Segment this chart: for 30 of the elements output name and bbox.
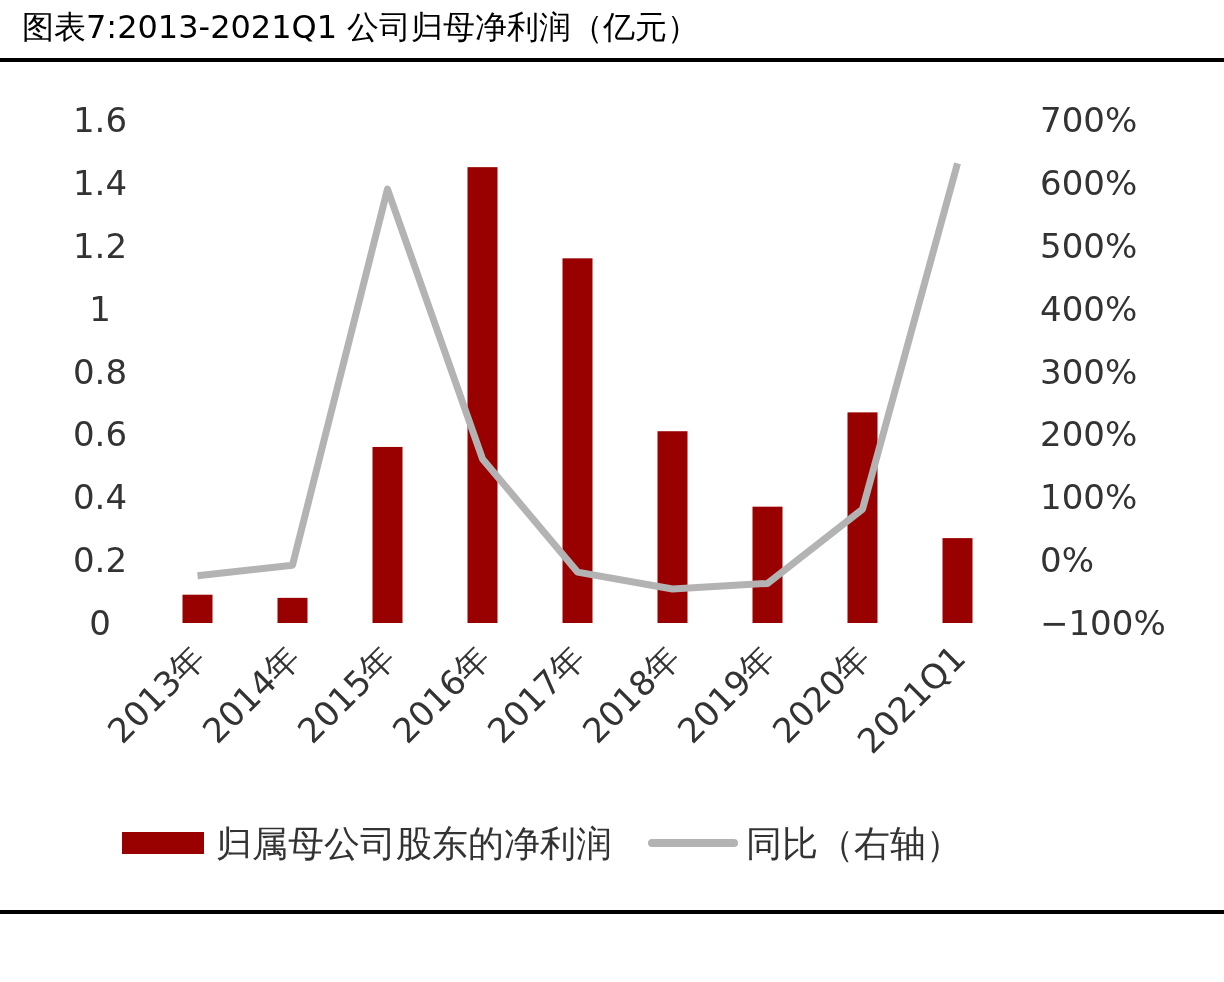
y-tick-label: 1.6 <box>72 100 128 140</box>
chart-title: 图表7:2013-2021Q1 公司归母净利润（亿元） <box>22 8 700 46</box>
bar <box>277 597 308 623</box>
legend-label: 同比（右轴） <box>746 823 962 864</box>
y2-tick-label: 600% <box>1040 162 1138 203</box>
y2-tick-label: 700% <box>1040 100 1138 140</box>
y-tick-label: 0.4 <box>72 477 128 518</box>
bar <box>467 167 498 623</box>
y-tick-label: 1 <box>89 288 111 329</box>
y2-tick-label: 400% <box>1040 288 1138 329</box>
y2-tick-label: 500% <box>1040 225 1138 266</box>
y2-tick-label: 0% <box>1040 540 1094 581</box>
bar <box>847 412 878 623</box>
bar <box>752 506 783 623</box>
y-tick-label: 0.8 <box>72 351 128 392</box>
bar <box>372 446 403 623</box>
bar <box>562 258 593 623</box>
y2-tick-label: −100% <box>1040 603 1166 643</box>
bar <box>942 538 973 623</box>
y-tick-label: 0.2 <box>72 540 128 581</box>
y2-tick-label: 300% <box>1040 351 1138 392</box>
y-tick-label: 1.4 <box>72 162 128 203</box>
y-tick-label: 1.2 <box>72 225 128 266</box>
y2-tick-label: 200% <box>1040 414 1138 455</box>
y-tick-label: 0.6 <box>72 414 128 455</box>
bar <box>182 594 213 623</box>
legend-label: 归属母公司股东的净利润 <box>216 823 612 864</box>
bar <box>657 431 688 623</box>
y2-tick-label: 100% <box>1040 477 1138 518</box>
y-tick-label: 0 <box>89 603 111 643</box>
